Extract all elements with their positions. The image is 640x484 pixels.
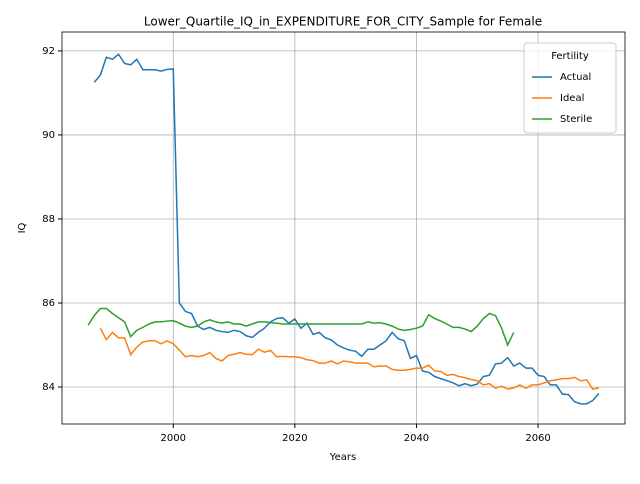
line [99,327,600,390]
x-tick-label: 2040 [404,433,429,444]
legend-title: Fertility [551,51,589,62]
y-axis-label: IQ [17,222,28,233]
x-tick-label: 2020 [282,433,307,444]
x-axis-label: Years [329,452,356,463]
plot-frame [61,31,626,425]
line [87,307,515,347]
y-tick-label: 90 [42,130,55,141]
legend-label: Ideal [560,93,584,104]
x-tick-label: 2000 [161,433,186,444]
line [93,53,600,405]
legend-label: Actual [560,72,591,83]
legend-box [523,42,617,134]
x-tick-label: 2060 [525,433,550,444]
y-tick-label: 84 [42,382,55,393]
y-tick-label: 88 [42,214,55,225]
legend-label: Sterile [560,114,592,125]
chart-title: Lower_Quartile_IQ_in_EXPENDITURE_FOR_CIT… [144,15,542,29]
y-tick-label: 86 [42,298,55,309]
y-tick-label: 92 [42,46,55,57]
